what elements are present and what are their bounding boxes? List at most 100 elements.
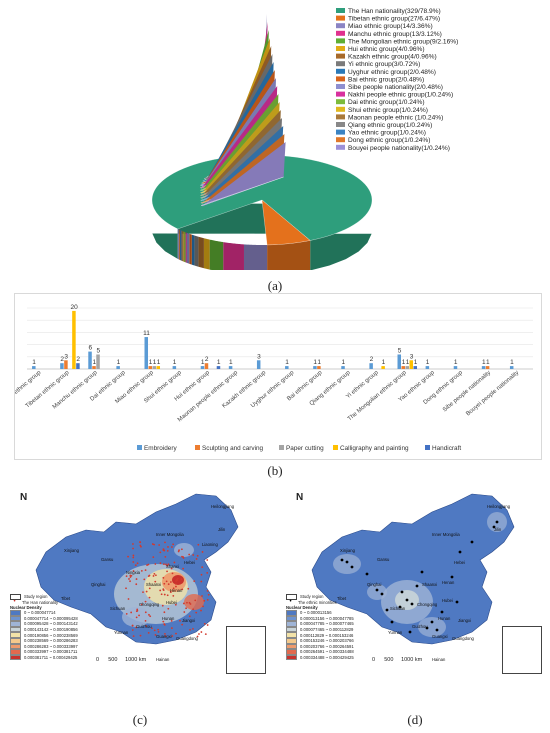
legend-swatch xyxy=(195,445,200,450)
pie-slice-spike xyxy=(201,110,281,196)
point xyxy=(136,562,139,565)
legend-swatch xyxy=(137,445,142,450)
point xyxy=(430,620,434,624)
point xyxy=(153,629,156,632)
point xyxy=(198,633,200,635)
place-label: Guizhou xyxy=(412,624,428,629)
legend-swatch xyxy=(336,38,345,44)
south-china-sea-inset xyxy=(502,626,542,674)
point xyxy=(173,561,176,564)
point xyxy=(159,589,162,592)
bar xyxy=(256,360,261,369)
bar-value-label: 2 xyxy=(60,356,64,363)
point xyxy=(154,580,157,583)
legend-label: Yao ethnic group(1/0.24%) xyxy=(348,130,426,137)
point xyxy=(170,627,173,629)
pie-slice xyxy=(151,154,373,241)
point xyxy=(132,561,135,563)
point xyxy=(139,544,142,547)
bar xyxy=(485,366,490,369)
point xyxy=(345,560,349,564)
point xyxy=(131,624,134,627)
point xyxy=(154,574,157,577)
china-outline xyxy=(311,493,515,645)
legend-swatch xyxy=(336,23,345,29)
bar xyxy=(401,366,406,369)
pie-slice-spike xyxy=(201,134,285,204)
pie-legend: The Han nationality(329/78.9%)Tibetan et… xyxy=(336,8,458,152)
bar xyxy=(381,366,385,369)
point xyxy=(145,625,148,627)
bar xyxy=(88,351,92,369)
legend-class: 0.000264591 ~ 0.000334488 xyxy=(286,649,416,655)
map-d-legend: Study region • The ethnic minorities Nucl… xyxy=(286,594,416,661)
legend-label: Yi ethnic group(3/0.72%) xyxy=(348,61,420,68)
point xyxy=(146,564,148,567)
pie-slice-side xyxy=(203,238,210,270)
bar xyxy=(405,366,410,369)
point xyxy=(206,624,209,626)
point xyxy=(162,576,165,579)
pie-slice-side xyxy=(194,235,199,267)
point xyxy=(167,563,170,566)
point xyxy=(179,619,181,622)
bar-value-label: 1 xyxy=(317,359,321,366)
point xyxy=(201,551,204,553)
bar-value-label: 3 xyxy=(257,353,261,360)
bar-gridlines xyxy=(27,307,533,370)
point xyxy=(161,604,164,607)
point xyxy=(132,554,135,557)
scale-bar: 0 500 1000 km xyxy=(372,657,423,663)
point xyxy=(206,589,209,592)
legend-label: Calligraphy and painting xyxy=(340,445,409,452)
legend-swatch xyxy=(336,30,345,36)
legend-swatch xyxy=(336,15,345,21)
pie-slice-side xyxy=(181,230,183,261)
bar xyxy=(148,366,153,369)
point xyxy=(175,585,177,588)
legend-swatch xyxy=(333,445,338,450)
legend-swatch xyxy=(279,445,284,450)
legend-label: Uyghur ethnic group(2/0.48%) xyxy=(348,69,436,76)
legend-label: Embroidery xyxy=(144,445,177,452)
bar xyxy=(317,366,321,369)
point xyxy=(164,635,167,637)
map-c-legend: Study region • The Han nationality Nuclea… xyxy=(10,594,140,661)
point xyxy=(167,546,169,548)
place-label: Henan xyxy=(442,580,455,585)
point xyxy=(164,541,166,544)
legend-swatch xyxy=(336,99,345,105)
map-c-canvas xyxy=(35,493,239,645)
point xyxy=(195,558,198,560)
place-label: Gansu xyxy=(101,557,114,562)
point xyxy=(187,587,190,590)
point xyxy=(162,563,165,565)
point xyxy=(458,550,462,554)
point xyxy=(160,593,163,596)
point xyxy=(390,620,394,624)
legend-class: 0.000047785 ~ 0.000077465 xyxy=(286,621,416,627)
point xyxy=(201,595,203,597)
bar xyxy=(413,366,418,369)
point xyxy=(196,635,199,638)
bar-value-label: 1 xyxy=(117,359,121,366)
scale-bar: 0 500 1000 km xyxy=(96,657,147,663)
place-label: Yunnan xyxy=(114,630,129,635)
point xyxy=(134,564,137,567)
legend-swatch xyxy=(336,61,345,67)
point xyxy=(125,612,128,615)
bar xyxy=(32,366,36,369)
point xyxy=(192,628,194,630)
point xyxy=(170,567,173,570)
place-label: Hunan xyxy=(438,616,451,621)
point xyxy=(195,611,198,614)
point xyxy=(172,587,175,590)
bar xyxy=(116,366,120,369)
place-label: Qinghai xyxy=(367,582,382,587)
place-label: Guangxi xyxy=(156,634,172,639)
category-label: Sibe people nationality xyxy=(442,370,492,413)
bar xyxy=(144,337,149,369)
point xyxy=(132,543,134,545)
point xyxy=(380,592,384,596)
